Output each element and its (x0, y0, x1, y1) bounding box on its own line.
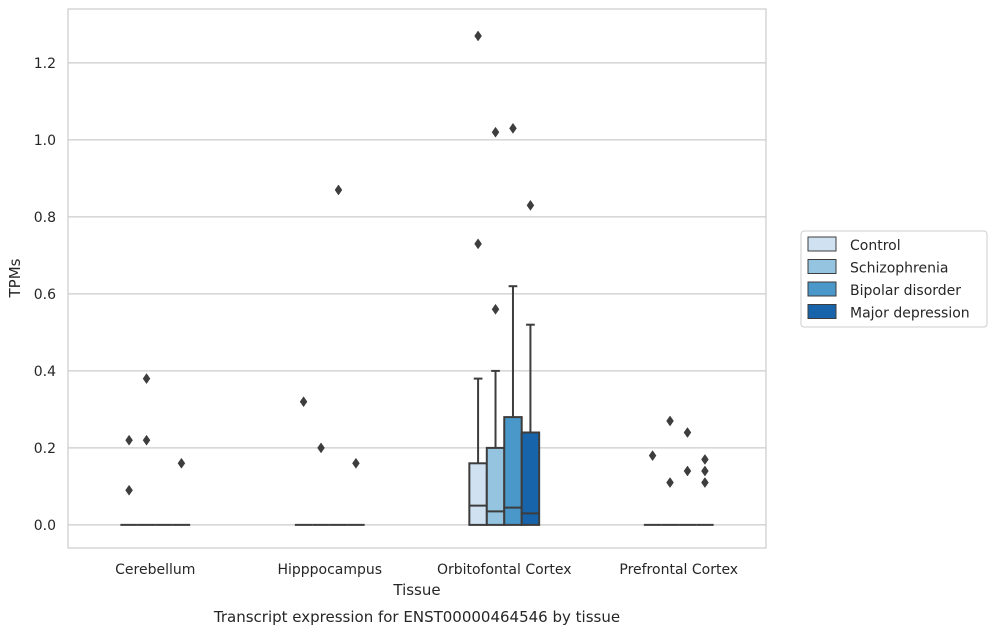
box-body (468, 462, 488, 526)
outlier-point (648, 450, 657, 462)
outlier-point (491, 126, 500, 138)
x-tick-label: Prefrontal Cortex (619, 562, 738, 578)
box-group (485, 369, 506, 526)
x-tick-label: Orbitofontal Cortex (437, 562, 572, 578)
chart-caption: Transcript expression for ENST0000046454… (213, 608, 620, 626)
y-tick-labels: 0.0 0.2 0.4 0.6 0.8 1.0 1.2 (34, 56, 56, 534)
outlier-point (701, 454, 709, 465)
x-tick-labels: Cerebellum Hipppocampus Orbitofontal Corte… (115, 562, 738, 578)
box-body (485, 446, 506, 526)
outlier-point (142, 373, 151, 385)
y-tick-label: 0.2 (34, 441, 56, 457)
y-tick-label: 0.6 (34, 287, 56, 303)
outlier-points (125, 30, 709, 496)
outlier-point (509, 122, 517, 134)
legend-label: Schizophrenia (850, 261, 948, 277)
box-group (520, 323, 541, 526)
box-body (520, 431, 541, 526)
outlier-point (317, 442, 325, 454)
outlier-point (299, 396, 308, 408)
legend-label: Bipolar disorder (850, 283, 961, 299)
x-tick-label: Hipppocampus (277, 562, 382, 578)
outlier-point (125, 434, 133, 446)
y-axis-label: TPMs (6, 258, 24, 298)
outlier-point (352, 457, 360, 469)
outlier-point (701, 465, 709, 477)
legend-swatch (807, 236, 837, 252)
box-groups (120, 285, 714, 526)
plot-frame (67, 8, 767, 549)
y-tick-label: 0.4 (34, 364, 56, 380)
y-tick-label: 1.0 (34, 133, 56, 149)
legend-swatch (807, 281, 837, 297)
outlier-point (701, 477, 709, 488)
y-gridlines (68, 62, 766, 526)
legend-frame (800, 230, 988, 328)
outlier-point (142, 434, 151, 446)
outlier-point (683, 465, 692, 477)
box-group (503, 285, 523, 526)
x-tick-label: Cerebellum (115, 562, 195, 578)
y-tick-label: 1.2 (34, 56, 56, 72)
box-body (503, 416, 523, 526)
outlier-point (526, 199, 535, 211)
box-group (468, 377, 488, 526)
legend-label: Control (850, 238, 901, 254)
legend-swatch (807, 304, 837, 319)
legend-swatch (807, 259, 837, 274)
legend-label: Major depression (850, 306, 970, 322)
outlier-point (666, 477, 674, 488)
outlier-point (666, 415, 674, 427)
outlier-point (125, 484, 133, 496)
outlier-point (177, 457, 186, 469)
x-axis-label: Tissue (392, 581, 440, 599)
outlier-point (491, 303, 500, 315)
legend: Control Schizophrenia Bipolar disorder Majo… (800, 230, 988, 328)
y-tick-label: 0.8 (34, 210, 56, 226)
plot-background (68, 9, 766, 548)
outlier-point (334, 184, 343, 196)
outlier-point (474, 238, 482, 250)
outlier-point (683, 427, 692, 438)
outlier-point (474, 30, 482, 42)
y-tick-label: 0.0 (34, 518, 56, 534)
